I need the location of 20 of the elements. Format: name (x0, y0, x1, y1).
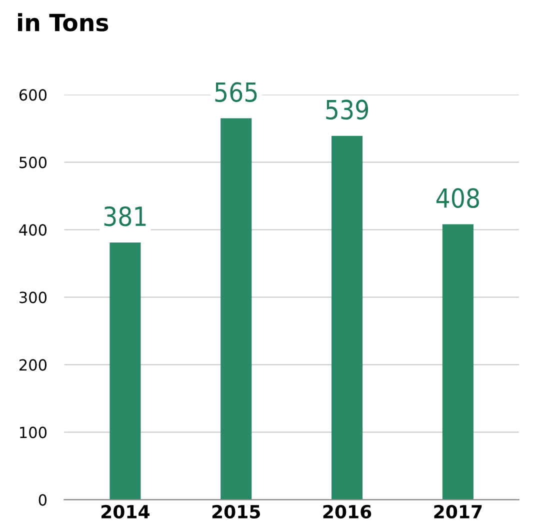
y-tick-label: 300 (20, 292, 47, 304)
y-tick-label: 0 (38, 494, 47, 506)
y-tick-label: 200 (19, 359, 47, 371)
bar (110, 242, 141, 500)
y-tick-label: 500 (20, 156, 47, 168)
data-label: 565 (215, 82, 257, 102)
data-label: 408 (436, 188, 479, 208)
data-label: 381 (104, 206, 146, 226)
y-tick-label: 100 (20, 426, 47, 438)
y-tick-label: 400 (19, 224, 47, 236)
x-tick-label: 2017 (434, 504, 482, 519)
bar (442, 224, 474, 500)
x-tick-label: 2015 (212, 504, 260, 519)
x-tick-label: 2016 (323, 504, 372, 519)
data-label: 539 (326, 100, 368, 120)
bar (220, 118, 252, 500)
bar (332, 136, 363, 500)
x-tick-label: 2014 (102, 504, 150, 519)
y-tick-label: 600 (19, 89, 47, 101)
chart-title: in Tons (18, 13, 108, 32)
